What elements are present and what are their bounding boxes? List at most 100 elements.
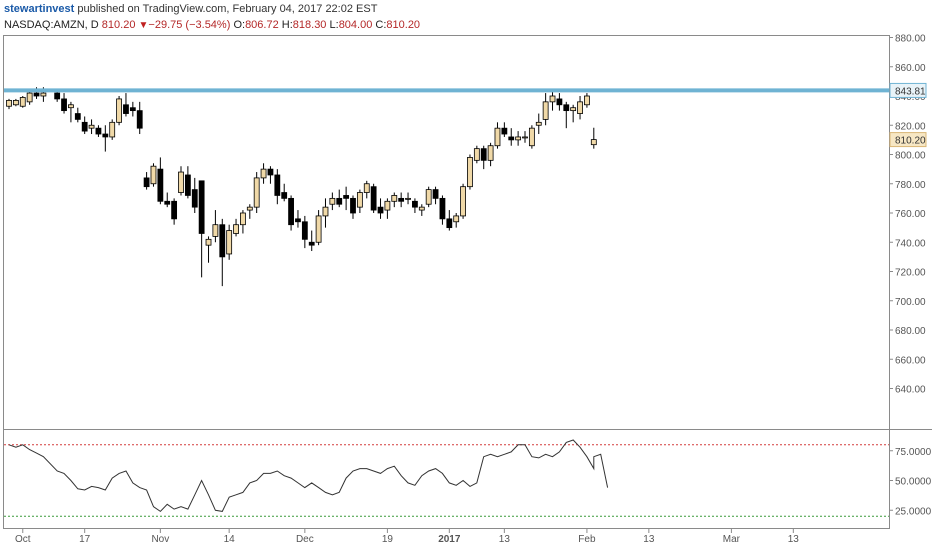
candle-down — [102, 133, 109, 138]
candle-up — [315, 215, 322, 243]
candle-up — [88, 124, 95, 129]
last-price-badge-label: 810.20 — [895, 136, 926, 147]
candle-down — [350, 197, 356, 214]
candle-down — [164, 200, 171, 205]
price-tick-label: 800.00 — [895, 151, 926, 162]
candle-down — [267, 168, 274, 176]
candle-down — [377, 206, 384, 214]
candle-up — [19, 97, 26, 107]
time-tick-label: 13 — [499, 534, 511, 545]
candle-up — [494, 127, 501, 147]
candle-down — [432, 189, 439, 199]
price-tick-label: 880.00 — [895, 34, 926, 45]
candle-up — [418, 206, 425, 211]
candle-up — [150, 165, 157, 185]
candle-up — [109, 121, 116, 138]
triangle-down-icon: ▼ — [138, 20, 149, 31]
candle-down — [412, 200, 418, 208]
candle-up — [467, 157, 473, 188]
candle-down — [143, 177, 150, 188]
candle-up — [68, 104, 74, 109]
price-tick-label: 780.00 — [895, 180, 926, 191]
candle-down — [343, 195, 350, 199]
candle-down — [95, 127, 102, 135]
time-tick-label: Nov — [151, 534, 169, 545]
candle-down — [439, 197, 446, 220]
price-tick-label: 740.00 — [895, 238, 926, 249]
candle-up — [26, 92, 33, 103]
time-tick-label: 2017 — [438, 534, 461, 545]
candle-down — [370, 186, 377, 211]
high-label: H: — [281, 19, 293, 31]
oscillator-tick-label: 50.0000 — [895, 477, 932, 488]
candle-down — [136, 110, 143, 129]
chart-frame — [3, 35, 890, 529]
candle-down — [54, 92, 61, 100]
open-value: 806.72 — [245, 19, 279, 31]
price-tick-label: 720.00 — [895, 268, 926, 279]
candle-up — [329, 197, 336, 205]
candle-down — [81, 121, 88, 132]
candle-down — [33, 92, 40, 97]
candle-down — [563, 104, 570, 112]
candle-up — [363, 183, 370, 193]
candle-up — [584, 95, 590, 106]
symbol-label[interactable]: NASDAQ:AMZN, D — [4, 19, 99, 31]
candle-down — [398, 197, 405, 202]
oscillator-pane: 75.0000 50.0000 25.0000 — [4, 439, 932, 517]
low-label: L: — [329, 19, 339, 31]
oscillator-line — [8, 439, 609, 513]
candle-down — [336, 197, 343, 205]
publisher-line: stewartinvest published on TradingView.c… — [4, 2, 377, 16]
candle-down — [288, 197, 294, 226]
candle-up — [322, 206, 329, 217]
candle-down — [508, 136, 515, 141]
candle-up — [178, 171, 184, 193]
candle-up — [590, 139, 597, 146]
time-tick-label: Mar — [723, 534, 741, 545]
price-tick-label: 660.00 — [895, 355, 926, 366]
candle-up — [549, 95, 556, 103]
candle-up — [240, 212, 246, 226]
candle-up — [260, 168, 267, 179]
candle-down — [446, 218, 453, 229]
resistance-badge-label: 843.81 — [895, 86, 926, 97]
time-tick-label: 19 — [382, 534, 394, 545]
price-pane: 880.00860.00840.00820.00800.00780.00760.… — [4, 34, 927, 396]
candle-up — [212, 224, 219, 237]
candle-up — [384, 200, 391, 211]
time-tick-label: 14 — [224, 534, 236, 545]
price-tick-label: 860.00 — [895, 63, 926, 74]
resistance-badge — [889, 82, 927, 98]
oscillator-tick-label: 25.0000 — [895, 506, 932, 517]
open-label: O: — [233, 19, 246, 31]
low-value: 804.00 — [338, 19, 373, 31]
high-value: 818.30 — [292, 19, 327, 31]
price-tick-label: 640.00 — [895, 385, 926, 396]
time-tick-label: Feb — [578, 534, 596, 545]
candle-up — [542, 101, 549, 120]
close-label: C: — [375, 19, 387, 31]
price-tick-label: 680.00 — [895, 326, 926, 337]
candle-up — [522, 136, 528, 139]
candle-up — [487, 145, 494, 161]
price-change: −29.75 (−3.54%) — [148, 19, 231, 31]
price-tick-label: 760.00 — [895, 209, 926, 220]
candle-down — [281, 192, 288, 199]
author-link[interactable]: stewartinvest — [4, 3, 75, 15]
candle-down — [157, 168, 164, 202]
candle-down — [274, 174, 281, 196]
oscillator-tick-label: 75.0000 — [895, 447, 932, 458]
candle-down — [308, 241, 315, 246]
quote-line: NASDAQ:AMZN, D 810.20 ▼−29.75 (−3.54%) O… — [4, 18, 420, 33]
time-tick-label: Dec — [296, 534, 314, 545]
candle-down — [219, 224, 226, 258]
last-price: 810.20 — [101, 19, 136, 31]
candle-down — [501, 127, 508, 135]
candle-up — [528, 127, 535, 147]
price-tick-label: 700.00 — [895, 297, 926, 308]
candle-up — [356, 192, 363, 208]
candle-up — [6, 99, 12, 107]
candle-down — [129, 107, 136, 112]
